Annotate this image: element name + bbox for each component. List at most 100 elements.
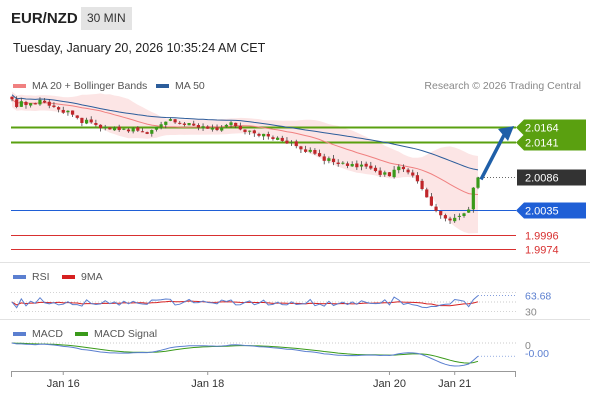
candle-body [406, 169, 410, 173]
candle-body [467, 209, 471, 213]
legend-swatch-rsi [13, 275, 26, 279]
macd-line [11, 342, 479, 367]
legend-label-macd-signal: MACD Signal [94, 328, 158, 340]
candle-body [443, 215, 447, 219]
rsi-line [11, 295, 479, 309]
candle-body [159, 124, 163, 128]
projection-arrow-shaft [479, 134, 506, 181]
candle-body [136, 127, 140, 131]
candle-body [327, 158, 331, 161]
candle-body [350, 164, 354, 167]
candle-body [401, 166, 406, 170]
candle-body [434, 206, 438, 211]
candle-body [131, 128, 135, 132]
candle-body [271, 137, 275, 140]
candle-body [345, 163, 350, 166]
candle-body [140, 131, 145, 133]
level-tag-0 [516, 119, 586, 136]
candle-body [243, 129, 247, 132]
legend-label-ma20: MA 20 + Bollinger Bands [32, 80, 148, 92]
candle-body [112, 127, 117, 131]
candle-body [303, 149, 308, 152]
candle-body [94, 123, 98, 125]
bollinger-bands [12, 91, 478, 234]
candle-body [285, 140, 289, 144]
legend-swatch-macd [13, 332, 26, 336]
candle-body [10, 96, 14, 100]
last-price-box [517, 169, 586, 186]
candle-body [173, 119, 177, 123]
candle-body [192, 123, 196, 126]
candle-body [322, 156, 326, 161]
candlesticks [10, 96, 480, 224]
candle-body [84, 119, 89, 124]
candle-body [299, 146, 303, 150]
candle-body [373, 167, 378, 172]
symbol-title: EUR/NZD [11, 10, 78, 27]
candle-body [15, 99, 19, 107]
candle-body [387, 172, 392, 177]
candle-body [206, 126, 210, 129]
level-label-2: 2.0086 [525, 173, 559, 185]
legend-swatch-ma20 [13, 84, 26, 88]
candle-body [70, 110, 75, 115]
legend-label-9ma: 9MA [81, 271, 103, 283]
credit-text: Research © 2026 Trading Central [424, 80, 581, 92]
candle-body [290, 142, 294, 144]
candle-body [429, 196, 433, 206]
legend-macd: MACD [13, 328, 63, 340]
legend-swatch-9ma [62, 275, 75, 279]
legend-swatch-ma50 [156, 84, 169, 88]
candle-body [220, 127, 224, 131]
candle-body [336, 162, 340, 165]
candle-body [24, 101, 28, 106]
candle-body [266, 133, 270, 137]
candle-body [378, 170, 382, 175]
candle-body [164, 121, 168, 125]
x-tick-label: Jan 21 [438, 378, 471, 390]
candle-body [308, 149, 312, 152]
candle-body [257, 133, 261, 136]
candle-body [98, 124, 103, 129]
candle-body [238, 125, 242, 130]
candle-body [252, 130, 256, 134]
macd-panel: 0-0.00 [11, 340, 549, 367]
macd-tick-last: -0.00 [525, 348, 549, 360]
chart-datetime: Tuesday, January 20, 2026 10:35:24 AM CE… [13, 41, 266, 55]
candle-body [425, 189, 429, 198]
rsi-tick-label: 30 [525, 306, 537, 318]
candle-body [471, 187, 475, 210]
macd-tick-zero: 0 [525, 340, 531, 352]
candle-body [448, 218, 452, 221]
legend-label-rsi: RSI [32, 271, 50, 283]
ma50-line [11, 94, 479, 171]
candle-body [75, 115, 79, 118]
candle-body [103, 126, 107, 129]
candle-body [411, 172, 415, 176]
legend-9ma: 9MA [62, 271, 103, 283]
candle-body [108, 127, 112, 130]
candle-body [19, 101, 23, 107]
candle-body [355, 163, 359, 168]
candle-body [262, 133, 266, 137]
x-tick-label: Jan 18 [191, 378, 224, 390]
timeframe-button[interactable]: 30 MIN [81, 7, 132, 30]
candle-body [453, 217, 457, 222]
level-label-5: 1.9974 [525, 245, 559, 257]
candle-body [57, 107, 61, 110]
legend-swatch-macd-signal [75, 332, 88, 336]
legend-label-macd: MACD [32, 328, 63, 340]
candle-body [210, 128, 214, 130]
candle-body [38, 99, 42, 105]
price-levels: 2.0164 2.0141 2.0086 2.0035 1.9996 1.9974 [11, 119, 586, 257]
candle-body [154, 126, 159, 130]
x-tick-label: Jan 16 [47, 378, 80, 390]
candle-body [369, 165, 373, 169]
candle-body [122, 128, 126, 130]
candle-body [47, 101, 51, 106]
moving-averages [11, 94, 479, 195]
candle-body [43, 100, 47, 103]
rsi-tick-label: 63.68 [525, 291, 551, 303]
candle-body [150, 130, 154, 134]
